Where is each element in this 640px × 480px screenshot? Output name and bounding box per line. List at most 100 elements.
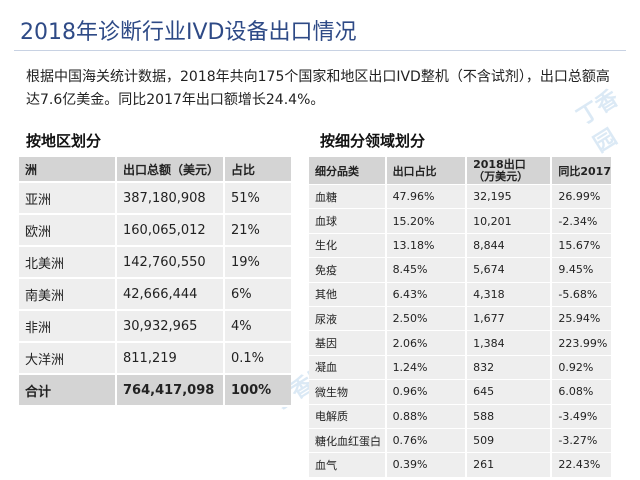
cell-export-total: 811,219	[115, 342, 224, 375]
cell-yoy: -3.27%	[550, 428, 611, 454]
cell-continent: 大洋洲	[19, 342, 116, 375]
cell-export-value: 8,844	[465, 233, 552, 259]
table-row: 生化 13.18% 8,844 15.67%	[309, 233, 611, 259]
table-row: 血球 15.20% 10,201 -2.34%	[309, 208, 611, 234]
cell-share: 4%	[223, 310, 291, 343]
table-row: 欧洲 160,065,012 21%	[19, 214, 291, 247]
cell-yoy: 223.99%	[550, 330, 611, 356]
cell-export-value: 1,384	[465, 330, 552, 356]
cell-export-share: 0.88%	[384, 404, 467, 429]
cell-yoy: -2.34%	[550, 208, 611, 234]
cell-export-share: 47.96%	[384, 184, 467, 210]
table-row: 微生物 0.96% 645 6.08%	[309, 379, 611, 405]
table-row: 北美洲 142,760,550 19%	[19, 246, 291, 279]
cell-export-value: 509	[465, 428, 552, 454]
cell-export-share: 2.06%	[384, 330, 467, 356]
intro-paragraph: 根据中国海关统计数据，2018年共向175个国家和地区出口IVD整机（不含试剂）…	[26, 69, 610, 108]
cell-category: 电解质	[309, 404, 386, 429]
header-cell-category: 细分品类	[309, 157, 386, 185]
cell-category: 免疫	[309, 257, 386, 283]
table-row: 电解质 0.88% 588 -3.49%	[309, 404, 611, 429]
table-row: 尿液 2.50% 1,677 25.94%	[309, 306, 611, 332]
cell-share: 6%	[223, 278, 291, 311]
header-export-2018-line1: 2018出口	[473, 157, 526, 171]
cell-category: 其他	[309, 282, 386, 307]
cell-yoy: 25.94%	[550, 306, 611, 332]
table-row: 非洲 30,932,965 4%	[19, 310, 291, 343]
cell-export-value: 645	[465, 379, 552, 405]
cell-export-total: 160,065,012	[115, 214, 224, 247]
table-row: 糖化血红蛋白 0.76% 509 -3.27%	[309, 428, 611, 454]
cell-export-total: 142,760,550	[115, 246, 224, 279]
table-row: 南美洲 42,666,444 6%	[19, 278, 291, 311]
cell-share: 51%	[223, 182, 291, 215]
cell-export-share: 1.24%	[384, 355, 467, 381]
cell-export-share: 2.50%	[384, 306, 467, 332]
table-row: 血糖 47.96% 32,195 26.99%	[309, 184, 611, 210]
cell-export-share: 15.20%	[384, 208, 467, 234]
cell-export-share: 8.45%	[384, 257, 467, 283]
cell-yoy: -5.68%	[550, 282, 611, 307]
table-row: 其他 6.43% 4,318 -5.68%	[309, 282, 611, 307]
cell-export-value: 1,677	[465, 306, 552, 332]
cell-continent: 欧洲	[19, 214, 116, 247]
region-section-title: 按地区划分	[26, 132, 102, 150]
cell-yoy: 6.08%	[550, 379, 611, 405]
header-cell-share: 占比	[223, 157, 291, 183]
cell-export-total: 387,180,908	[115, 182, 224, 215]
cell-export-share: 0.76%	[384, 428, 467, 454]
cell-category: 糖化血红蛋白	[309, 428, 386, 454]
cell-category: 血气	[309, 452, 386, 478]
cell-category: 尿液	[309, 306, 386, 332]
cell-export-share: 13.18%	[384, 233, 467, 259]
header-cell-continent: 洲	[19, 157, 116, 183]
cell-category: 血球	[309, 208, 386, 234]
total-export: 764,417,098	[115, 374, 224, 407]
cell-export-share: 6.43%	[384, 282, 467, 307]
table-header-row: 洲 出口总额（美元） 占比	[19, 157, 291, 183]
table-header-row: 细分品类 出口占比 2018出口 （万美元） 同比2017	[309, 157, 611, 185]
cell-yoy: 9.45%	[550, 257, 611, 283]
total-label: 合计	[19, 374, 116, 407]
table-row: 免疫 8.45% 5,674 9.45%	[309, 257, 611, 283]
cell-share: 19%	[223, 246, 291, 279]
header-cell-yoy: 同比2017	[550, 157, 611, 185]
cell-export-total: 30,932,965	[115, 310, 224, 343]
cell-export-value: 5,674	[465, 257, 552, 283]
cell-share: 21%	[223, 214, 291, 247]
cell-yoy: 22.43%	[550, 452, 611, 478]
segment-section-title: 按细分领域划分	[320, 132, 426, 150]
cell-continent: 亚洲	[19, 182, 116, 215]
table-row: 亚洲 387,180,908 51%	[19, 182, 291, 215]
cell-export-value: 588	[465, 404, 552, 429]
page-title: 2018年诊断行业IVD设备出口情况	[20, 20, 357, 45]
cell-yoy: 26.99%	[550, 184, 611, 210]
table-row: 大洋洲 811,219 0.1%	[19, 342, 291, 375]
header-cell-export-total: 出口总额（美元）	[115, 157, 224, 183]
cell-category: 血糖	[309, 184, 386, 210]
table-row: 血气 0.39% 261 22.43%	[309, 452, 611, 478]
cell-continent: 北美洲	[19, 246, 116, 279]
table-row: 凝血 1.24% 832 0.92%	[309, 355, 611, 381]
segment-table: 细分品类 出口占比 2018出口 （万美元） 同比2017 血糖 47.96% …	[309, 157, 611, 478]
cell-export-value: 832	[465, 355, 552, 381]
cell-yoy: -3.49%	[550, 404, 611, 429]
cell-category: 基因	[309, 330, 386, 356]
header-export-2018-unit: （万美元）	[473, 169, 529, 183]
cell-export-value: 261	[465, 452, 552, 478]
cell-yoy: 0.92%	[550, 355, 611, 381]
cell-category: 凝血	[309, 355, 386, 381]
title-divider	[14, 50, 626, 51]
cell-export-share: 0.39%	[384, 452, 467, 478]
cell-export-share: 0.96%	[384, 379, 467, 405]
cell-export-value: 32,195	[465, 184, 552, 210]
header-cell-export-share: 出口占比	[384, 157, 467, 185]
cell-category: 微生物	[309, 379, 386, 405]
header-cell-export-2018: 2018出口 （万美元）	[465, 157, 552, 185]
cell-category: 生化	[309, 233, 386, 259]
cell-share: 0.1%	[223, 342, 291, 375]
cell-export-value: 4,318	[465, 282, 552, 307]
table-row: 基因 2.06% 1,384 223.99%	[309, 330, 611, 356]
cell-yoy: 15.67%	[550, 233, 611, 259]
cell-export-value: 10,201	[465, 208, 552, 234]
